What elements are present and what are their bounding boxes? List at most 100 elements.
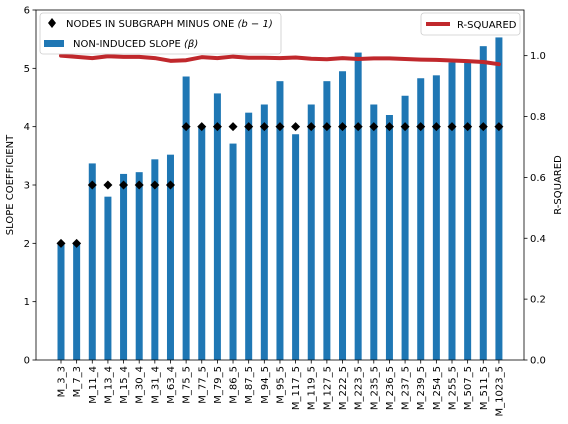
x-tick-label: M_95_5 (275, 366, 286, 404)
marker-M_95_5 (275, 122, 285, 132)
x-tick-label: M_1023_5 (494, 366, 505, 416)
y-tick-label: 2 (24, 239, 30, 250)
x-tick-label: M_223_5 (354, 366, 365, 410)
bar-M_15_4 (120, 173, 128, 360)
bar-M_255_5 (448, 62, 456, 360)
x-tick-label: M_94_5 (260, 366, 271, 404)
bar-M_95_5 (276, 81, 284, 361)
y-tick-label: 5 (24, 64, 30, 75)
x-tick-label: M_235_5 (369, 366, 380, 410)
bar-M_127_5 (323, 81, 331, 361)
legend-bar-swatch (44, 40, 64, 47)
y-tick-label: 3 (24, 181, 30, 192)
x-tick-label: M_507_5 (463, 366, 474, 410)
bar-M_3_3 (57, 243, 65, 360)
bar-M_94_5 (260, 104, 268, 360)
x-tick-label: M_236_5 (385, 366, 396, 410)
marker-M_237_5 (400, 122, 410, 132)
x-tick-label: M_86_5 (229, 366, 240, 404)
x-tick-label: M_254_5 (432, 366, 443, 410)
bar-M_237_5 (401, 95, 409, 360)
y2-tick-label: 0.2 (530, 295, 546, 306)
y-tick-label: 6 (24, 6, 30, 17)
marker-M_254_5 (431, 122, 441, 132)
y2-tick-label: 0.4 (530, 234, 546, 245)
bar-M_222_5 (339, 71, 347, 360)
marker-M_507_5 (463, 122, 473, 132)
marker-M_11_4 (87, 180, 97, 190)
x-tick-label: M_3_3 (57, 366, 68, 397)
y2-tick-label: 0.0 (530, 356, 546, 367)
x-tick-label: M_87_5 (244, 366, 255, 404)
bar-M_254_5 (432, 75, 440, 360)
x-tick-label: M_511_5 (479, 366, 490, 410)
marker-M_86_5 (228, 122, 238, 132)
bar-M_223_5 (354, 52, 362, 360)
bar-M_86_5 (229, 143, 237, 360)
marker-M_223_5 (353, 122, 363, 132)
marker-M_1023_5 (494, 122, 504, 132)
x-tick-label: M_255_5 (448, 366, 459, 410)
x-axis: M_3_3 M_7_3 M_11_4 M_13_4 M_15_4 M_30_4 M_31_4… (57, 360, 505, 416)
y2-axis-title: R-SQUARED (553, 155, 564, 215)
bar-M_87_5 (245, 112, 253, 360)
legend-right-frame (420, 12, 521, 36)
marker-M_30_4 (134, 180, 144, 190)
y-tick-label: 1 (24, 297, 30, 308)
x-tick-label: M_7_3 (72, 366, 83, 397)
bar-M_235_5 (370, 104, 378, 360)
bar-M_63_4 (166, 154, 174, 360)
x-tick-label: M_13_4 (103, 366, 114, 404)
r-squared-line (59, 53, 501, 67)
marker-M_255_5 (447, 122, 457, 132)
marker-M_94_5 (259, 122, 269, 132)
bar-M_77_5 (198, 126, 206, 360)
legend-left: NODES IN SUBGRAPH MINUS ONE (b − 1) NON-… (39, 12, 282, 55)
x-tick-label: M_63_4 (166, 366, 177, 404)
x-tick-label: M_119_5 (307, 366, 318, 410)
marker-M_117_5 (291, 122, 301, 132)
bar-M_1023_5 (495, 37, 503, 361)
marker-M_236_5 (384, 122, 394, 132)
marker-M_235_5 (369, 122, 379, 132)
x-tick-label: M_15_4 (119, 366, 130, 404)
y2-tick-label: 0.8 (530, 112, 546, 123)
r-squared-line-group (59, 53, 501, 67)
marker-M_77_5 (197, 122, 207, 132)
bar-M_11_4 (88, 163, 96, 360)
bar-M_117_5 (292, 134, 300, 360)
bar-M_507_5 (464, 60, 472, 360)
marker-M_3_3 (56, 238, 66, 248)
marker-M_222_5 (338, 122, 348, 132)
legend-entry-nodes: NODES IN SUBGRAPH MINUS ONE (b − 1) (66, 19, 273, 30)
marker-M_31_4 (150, 180, 160, 190)
x-tick-label: M_31_4 (150, 366, 161, 404)
bar-M_511_5 (479, 46, 487, 361)
bar-M_7_3 (73, 243, 81, 360)
legend-entry-slope: NON-INDUCED SLOPE (β) (73, 39, 198, 50)
y-axis-right: 0.0 0.2 0.4 0.6 0.8 1.0 (524, 51, 546, 367)
x-tick-label: M_222_5 (338, 366, 349, 410)
x-tick-label: M_30_4 (135, 366, 146, 404)
bar-M_79_5 (213, 93, 221, 361)
bar-M_236_5 (385, 115, 393, 360)
markers-group (56, 122, 504, 248)
x-tick-label: M_79_5 (213, 366, 224, 404)
y-axis-left: 0 1 2 3 4 5 6 (24, 6, 36, 367)
bar-M_31_4 (151, 159, 159, 360)
y2-tick-label: 0.6 (530, 173, 546, 184)
marker-M_63_4 (165, 180, 175, 190)
x-tick-label: M_127_5 (322, 366, 333, 410)
x-tick-label: M_239_5 (416, 366, 427, 410)
x-tick-label: M_75_5 (182, 366, 193, 404)
bar-M_30_4 (135, 172, 143, 360)
marker-M_75_5 (181, 122, 191, 132)
marker-M_79_5 (212, 122, 222, 132)
bar-M_119_5 (307, 104, 315, 360)
legend-right: R-SQUARED (420, 12, 521, 36)
x-tick-label: M_117_5 (291, 366, 302, 410)
legend-entry-r-squared: R-SQUARED (457, 20, 517, 31)
marker-M_15_4 (119, 180, 129, 190)
legend-left-frame (39, 12, 282, 55)
